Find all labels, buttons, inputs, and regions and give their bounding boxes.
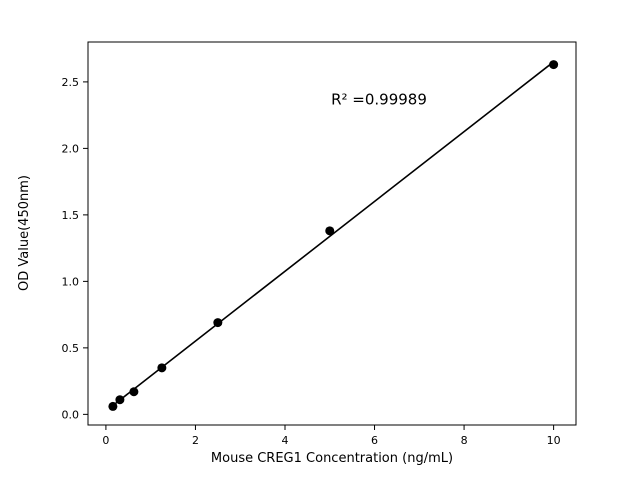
r-squared-annotation: R² =0.99989 [331, 91, 427, 109]
y-tick-label: 2.5 [62, 76, 80, 89]
x-tick-label: 6 [371, 434, 378, 447]
y-tick-label: 0.0 [62, 408, 80, 421]
y-tick-label: 2.0 [62, 142, 80, 155]
x-tick-label: 8 [461, 434, 468, 447]
x-axis-label: Mouse CREG1 Concentration (ng/mL) [211, 451, 453, 466]
data-point [115, 395, 125, 405]
x-tick-label: 4 [281, 434, 288, 447]
data-point [213, 318, 223, 328]
plot-area: 0 2 4 6 8 10 0.0 0.5 1.0 1.5 2.0 2.5 [62, 41, 577, 447]
y-tick-label: 0.5 [62, 342, 80, 355]
y-tick-label: 1.5 [62, 209, 80, 222]
x-tick-label: 0 [102, 434, 109, 447]
y-tick-label: 1.0 [62, 275, 80, 288]
x-tick-label: 2 [192, 434, 199, 447]
data-point [129, 387, 139, 397]
x-tick-label: 10 [547, 434, 561, 447]
data-point [157, 363, 167, 373]
y-axis-label: OD Value(450nm) [17, 175, 32, 291]
data-point [325, 226, 335, 236]
data-point [549, 60, 559, 70]
data-point [108, 401, 118, 411]
